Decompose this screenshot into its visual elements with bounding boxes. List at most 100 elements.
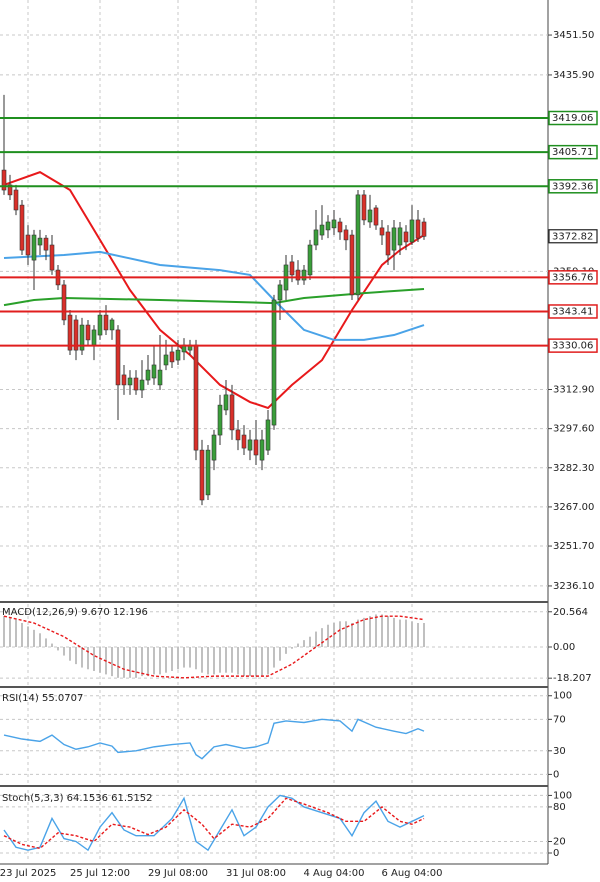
y-tick-label: 3435.90 xyxy=(553,70,594,81)
y-tick-label: -18.207 xyxy=(553,673,592,684)
candle-body xyxy=(127,377,133,386)
candle-body xyxy=(145,369,151,381)
candle-body xyxy=(289,261,295,276)
y-tick-label: 0.00 xyxy=(553,642,575,653)
histogram-bar xyxy=(195,646,197,670)
histogram-bar xyxy=(123,646,125,678)
level-label-box xyxy=(548,144,598,160)
histogram-bar xyxy=(135,646,137,678)
y-tick-label: 3251.70 xyxy=(553,541,594,552)
histogram-bar xyxy=(405,619,407,647)
histogram-bar xyxy=(27,626,29,647)
candle-body xyxy=(25,234,31,256)
histogram-bar xyxy=(177,646,179,670)
histogram-bar xyxy=(321,628,323,647)
candle-body xyxy=(19,204,25,251)
histogram-bar xyxy=(111,646,113,677)
histogram-bar xyxy=(75,646,77,665)
panel-title: MACD(12,26,9) 9.670 12.196 xyxy=(2,607,148,618)
histogram-bar xyxy=(33,629,35,647)
histogram-bar xyxy=(165,646,167,673)
candle-body xyxy=(259,439,265,461)
histogram-bar xyxy=(117,646,119,678)
candle-body xyxy=(343,229,349,241)
histogram-bar xyxy=(255,646,257,677)
level-label: 3330.06 xyxy=(552,341,593,352)
candle-body xyxy=(91,329,97,346)
x-tick-label: 4 Aug 04:00 xyxy=(303,868,364,879)
candle-body xyxy=(49,244,55,271)
histogram-bar xyxy=(351,623,353,647)
panel xyxy=(0,690,548,784)
candle-body xyxy=(295,269,301,281)
candle-body xyxy=(337,221,343,233)
candle-body xyxy=(301,269,307,281)
histogram-bar xyxy=(69,646,71,661)
histogram-bar xyxy=(399,619,401,647)
candle-body xyxy=(373,207,379,226)
histogram-bar xyxy=(147,646,149,677)
candle-body xyxy=(349,234,355,296)
candle-body xyxy=(157,369,163,386)
histogram-bar xyxy=(411,621,413,647)
candle-body xyxy=(265,419,271,451)
histogram-bar xyxy=(213,646,215,675)
candle-body xyxy=(253,439,259,456)
x-tick-label: 31 Jul 08:00 xyxy=(226,868,286,879)
candle-body xyxy=(307,244,313,276)
y-tick-label: 3451.50 xyxy=(553,30,594,41)
y-tick-label: 30 xyxy=(553,746,566,757)
panel xyxy=(0,0,548,600)
indicator-line xyxy=(3,615,425,679)
candle-body xyxy=(361,194,367,221)
candle-body xyxy=(133,377,139,391)
level-label-box xyxy=(548,179,598,194)
last-price-label: 3372.82 xyxy=(552,231,593,242)
candle-body xyxy=(43,237,49,251)
y-tick-label: 3267.00 xyxy=(553,502,594,513)
histogram-bar xyxy=(291,646,293,649)
histogram-bar xyxy=(309,636,311,647)
histogram-bar xyxy=(201,646,203,673)
candle-body xyxy=(313,229,319,246)
candle-body xyxy=(121,374,127,386)
moving-average xyxy=(3,250,425,341)
candle-body xyxy=(367,209,373,223)
histogram-bar xyxy=(99,646,101,673)
histogram-bar xyxy=(327,624,329,647)
candle-body xyxy=(67,314,73,351)
histogram-bar xyxy=(249,646,251,677)
x-tick-label: 29 Jul 08:00 xyxy=(148,868,208,879)
candle-body xyxy=(331,219,337,229)
last-price-box xyxy=(548,229,598,244)
candle-body xyxy=(151,364,157,379)
candle-body xyxy=(271,299,277,426)
histogram-bar xyxy=(159,646,161,675)
histogram-bar xyxy=(333,623,335,647)
y-tick-label: 3297.60 xyxy=(553,424,594,435)
histogram-bar xyxy=(39,633,41,647)
candle-body xyxy=(385,231,391,256)
histogram-bar xyxy=(315,631,317,647)
y-tick-label: 100 xyxy=(553,790,572,801)
indicator-line xyxy=(3,718,425,760)
candle-body xyxy=(235,429,241,441)
histogram-bar xyxy=(87,646,89,670)
level-label-box xyxy=(548,338,598,353)
histogram-bar xyxy=(189,646,191,668)
histogram-bar xyxy=(297,643,299,647)
candle-body xyxy=(103,314,109,331)
histogram-bar xyxy=(417,623,419,647)
histogram-bar xyxy=(237,646,239,675)
panel-title: RSI(14) 55.0707 xyxy=(2,693,83,704)
histogram-bar xyxy=(357,619,359,647)
histogram-bar xyxy=(153,646,155,675)
level-label: 3392.36 xyxy=(552,181,593,192)
candle-body xyxy=(13,189,19,211)
histogram-bar xyxy=(285,646,287,654)
y-tick-label: 70 xyxy=(553,714,566,725)
y-tick-label: 20 xyxy=(553,836,566,847)
candle-body xyxy=(175,349,181,361)
histogram-bar xyxy=(267,646,269,675)
candle-body xyxy=(61,284,67,321)
